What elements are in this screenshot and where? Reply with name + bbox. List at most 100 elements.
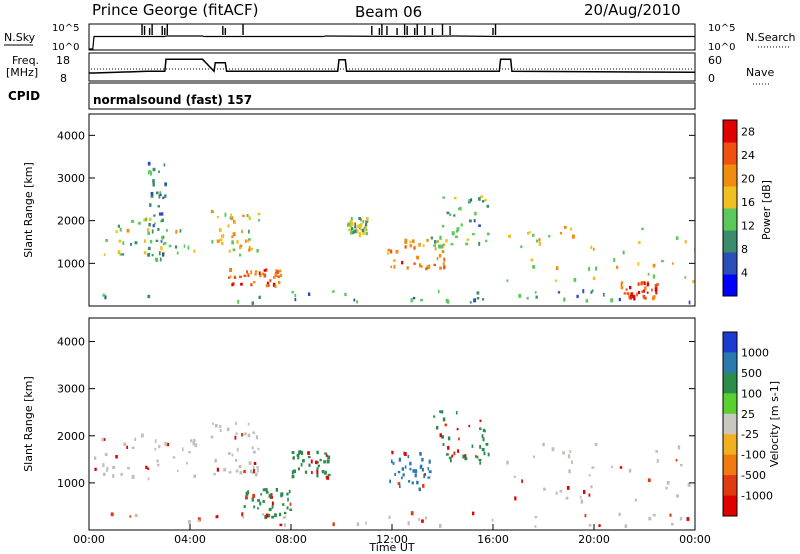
velocity-cell (145, 465, 148, 469)
velocity-cell (215, 515, 218, 519)
velocity-cell (474, 455, 477, 458)
power-cell (684, 239, 687, 244)
velocity-cell (579, 495, 582, 499)
power-cell (430, 236, 433, 240)
power-cell (117, 224, 120, 228)
velocity-cell (414, 469, 418, 474)
power-cell (465, 242, 469, 246)
velocity-cell (447, 436, 451, 441)
velocity-cell (166, 442, 169, 447)
velocity-cell (134, 513, 138, 518)
power-cell (174, 245, 178, 249)
power-cell (348, 228, 351, 232)
power-colorbar: 4 8 12 16 20 24 28 (722, 119, 755, 297)
velocity-cell (210, 435, 214, 439)
velocity-cell (551, 447, 555, 452)
velocity-cell (274, 513, 277, 518)
power-cell (358, 224, 361, 227)
velocity-cell (390, 459, 393, 464)
power-cell (654, 284, 657, 288)
power-cell (354, 228, 358, 232)
velocity-cell (433, 415, 436, 418)
velocity-cell (624, 524, 628, 529)
power-cell (387, 248, 391, 252)
power-cell (455, 230, 459, 233)
power-cell (620, 281, 624, 285)
velocity-cell (391, 450, 394, 455)
velocity-cell (257, 499, 260, 502)
velocity-cell (254, 472, 258, 477)
velocity-cell (280, 493, 283, 498)
velocity-cell (239, 471, 243, 475)
velocity-colorbar-tick: -25 (741, 428, 759, 441)
power-cell (231, 240, 235, 245)
velocity-cell (234, 435, 237, 440)
power-cell (258, 271, 261, 275)
velocity-cell (251, 497, 254, 502)
power-cell (442, 224, 445, 228)
velocity-cell (365, 521, 367, 525)
power-cell (416, 255, 420, 260)
y-tick-label: 4000 (57, 129, 85, 142)
velocity-cell (407, 455, 410, 459)
velocity-cell (282, 503, 285, 506)
power-cell (642, 281, 645, 285)
power-panel-frame (88, 113, 696, 307)
power-cell (349, 220, 353, 225)
power-cell (528, 231, 531, 234)
power-cell (183, 244, 186, 248)
power-cell (122, 241, 125, 246)
velocity-cell (271, 501, 274, 506)
velocity-cell (248, 461, 252, 465)
velocity-cell (115, 455, 118, 459)
power-cell (274, 284, 277, 289)
velocity-cell (252, 431, 255, 434)
power-cell (307, 292, 311, 297)
power-cell (413, 262, 416, 265)
power-cell (473, 219, 476, 223)
velocity-cell (628, 468, 632, 473)
power-cell (478, 241, 481, 246)
velocity-cell (555, 491, 558, 495)
velocity-cell (123, 442, 127, 446)
power-cell (401, 260, 404, 265)
power-cell (163, 163, 166, 167)
velocity-cell (619, 466, 623, 469)
velocity-cell (419, 452, 422, 455)
power-cell (263, 273, 267, 278)
velocity-cell (186, 461, 188, 465)
velocity-colorbar-tick: -1000 (741, 490, 773, 503)
power-cell (228, 249, 231, 253)
power-colorbar-swatch (723, 120, 737, 143)
power-colorbar-swatch (723, 186, 737, 209)
velocity-cell (453, 451, 456, 456)
power-cell (590, 245, 593, 250)
power-cell (291, 291, 295, 294)
velocity-ylabel: Slant Range [km] (22, 376, 35, 472)
power-cell (248, 248, 251, 252)
power-cell (362, 231, 365, 235)
power-cell (618, 297, 621, 302)
nsky-tick-top: 10^5 (52, 23, 79, 34)
velocity-cell (256, 466, 259, 469)
velocity-cell (262, 488, 266, 492)
power-cell (261, 272, 265, 276)
velocity-cell (321, 470, 325, 474)
velocity-cell (656, 458, 659, 463)
velocity-cell (194, 443, 198, 448)
power-cell (406, 266, 409, 270)
velocity-cell (481, 434, 484, 439)
velocity-cell (247, 433, 251, 438)
power-cell (234, 221, 236, 225)
velocity-cell (131, 446, 135, 450)
velocity-cell (669, 513, 672, 517)
velocity-cell (311, 471, 313, 475)
nsky-tick-bottom: 10^0 (52, 42, 79, 53)
power-cell (354, 225, 357, 229)
nave-tick-top: 60 (708, 54, 722, 67)
power-cell (450, 243, 454, 246)
velocity-cell (275, 488, 279, 492)
power-cell (531, 233, 535, 237)
power-colorbar-swatch (723, 230, 737, 253)
